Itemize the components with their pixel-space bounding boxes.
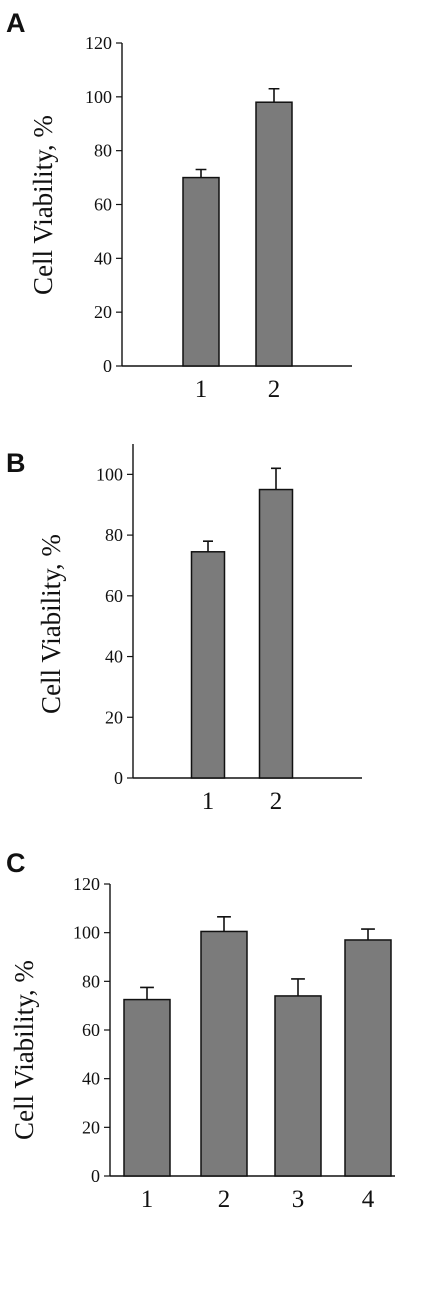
bar-2 [258, 488, 294, 779]
y-tick-label: 40 [94, 248, 112, 268]
y-tick-label: 120 [73, 874, 100, 894]
bar-1 [123, 998, 171, 1177]
y-tick-label: 80 [82, 971, 100, 991]
panel-b-y-axis-label: Cell Viability, % [36, 534, 66, 714]
x-tick-label: 2 [270, 788, 283, 815]
panel-b-plot: 0 20 40 60 80 100 1 2 [96, 444, 362, 815]
panel-c-y-axis-label: Cell Viability, % [9, 960, 39, 1140]
x-tick-label: 1 [202, 788, 215, 815]
panel-c: C Cell Viability, % 0 20 40 60 80 100 120 1 2 3 4 [6, 848, 395, 1213]
y-tick-label: 0 [114, 768, 123, 788]
x-tick-label: 1 [141, 1186, 154, 1213]
y-tick-label: 100 [96, 464, 123, 484]
y-tick-label: 80 [105, 525, 123, 545]
x-tick-label: 2 [268, 376, 281, 403]
panel-a-plot: 0 20 40 60 80 100 120 1 2 [85, 33, 352, 403]
panel-b: B Cell Viability, % 0 20 40 60 80 100 1 2 [6, 444, 362, 815]
panel-c-letter: C [6, 848, 26, 878]
y-tick-label: 100 [73, 923, 100, 943]
x-tick-label: 2 [218, 1186, 231, 1213]
y-tick-label: 20 [105, 707, 123, 727]
error-bar-1 [140, 986, 154, 1000]
y-tick-label: 100 [85, 87, 112, 107]
panel-a-letter: A [6, 8, 26, 38]
error-bar-3 [291, 978, 305, 996]
bar-3 [274, 995, 322, 1177]
y-tick-label: 60 [94, 195, 112, 215]
y-tick-label: 80 [94, 141, 112, 161]
y-tick-label: 40 [105, 647, 123, 667]
panel-a-y-axis-label: Cell Viability, % [28, 115, 58, 295]
bar-2 [255, 101, 293, 367]
y-tick-label: 20 [82, 1117, 100, 1137]
x-tick-label: 4 [362, 1186, 375, 1213]
panel-a: A Cell Viability, % 0 20 40 60 80 100 120 1 2 [6, 8, 352, 403]
y-tick-label: 60 [105, 586, 123, 606]
error-bar-2 [268, 87, 280, 103]
error-bar-1 [195, 168, 207, 178]
x-tick-label: 3 [292, 1186, 305, 1213]
bar-1 [182, 176, 220, 367]
error-bar-4 [361, 928, 375, 940]
bar-2 [200, 930, 248, 1177]
y-tick-label: 60 [82, 1020, 100, 1040]
y-tick-label: 40 [82, 1069, 100, 1089]
bar-4 [344, 939, 392, 1177]
bar-1 [190, 551, 226, 779]
y-tick-label: 120 [85, 33, 112, 53]
panel-c-plot: 0 20 40 60 80 100 120 1 2 3 4 [73, 874, 395, 1213]
error-bar-1 [203, 540, 213, 552]
error-bar-2 [271, 467, 281, 490]
x-tick-label: 1 [195, 376, 208, 403]
y-tick-label: 20 [94, 302, 112, 322]
error-bar-2 [217, 916, 231, 932]
y-tick-label: 0 [103, 356, 112, 376]
y-tick-label: 0 [91, 1166, 100, 1186]
panel-b-letter: B [6, 448, 26, 478]
